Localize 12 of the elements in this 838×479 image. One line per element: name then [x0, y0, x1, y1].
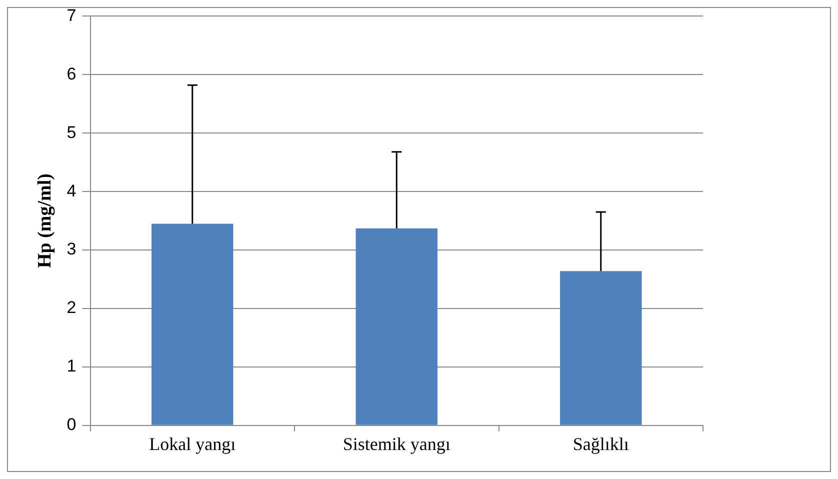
y-axis-title: Hp (mg/ml): [34, 174, 56, 268]
y-tick-label: 3: [66, 240, 76, 259]
x-tick-label: Sistemik yangı: [342, 434, 450, 454]
y-tick-label: 1: [66, 356, 76, 376]
y-tick-label: 2: [66, 298, 76, 318]
y-tick-label: 0: [66, 415, 76, 434]
x-tick-label: Lokal yangı: [149, 434, 236, 454]
y-tick-label: 6: [66, 64, 76, 84]
y-tick-label: 5: [66, 122, 76, 142]
y-tick-label: 4: [66, 181, 76, 200]
y-tick-label: 7: [66, 6, 76, 25]
x-tick-label: Sağlıklı: [572, 434, 629, 454]
